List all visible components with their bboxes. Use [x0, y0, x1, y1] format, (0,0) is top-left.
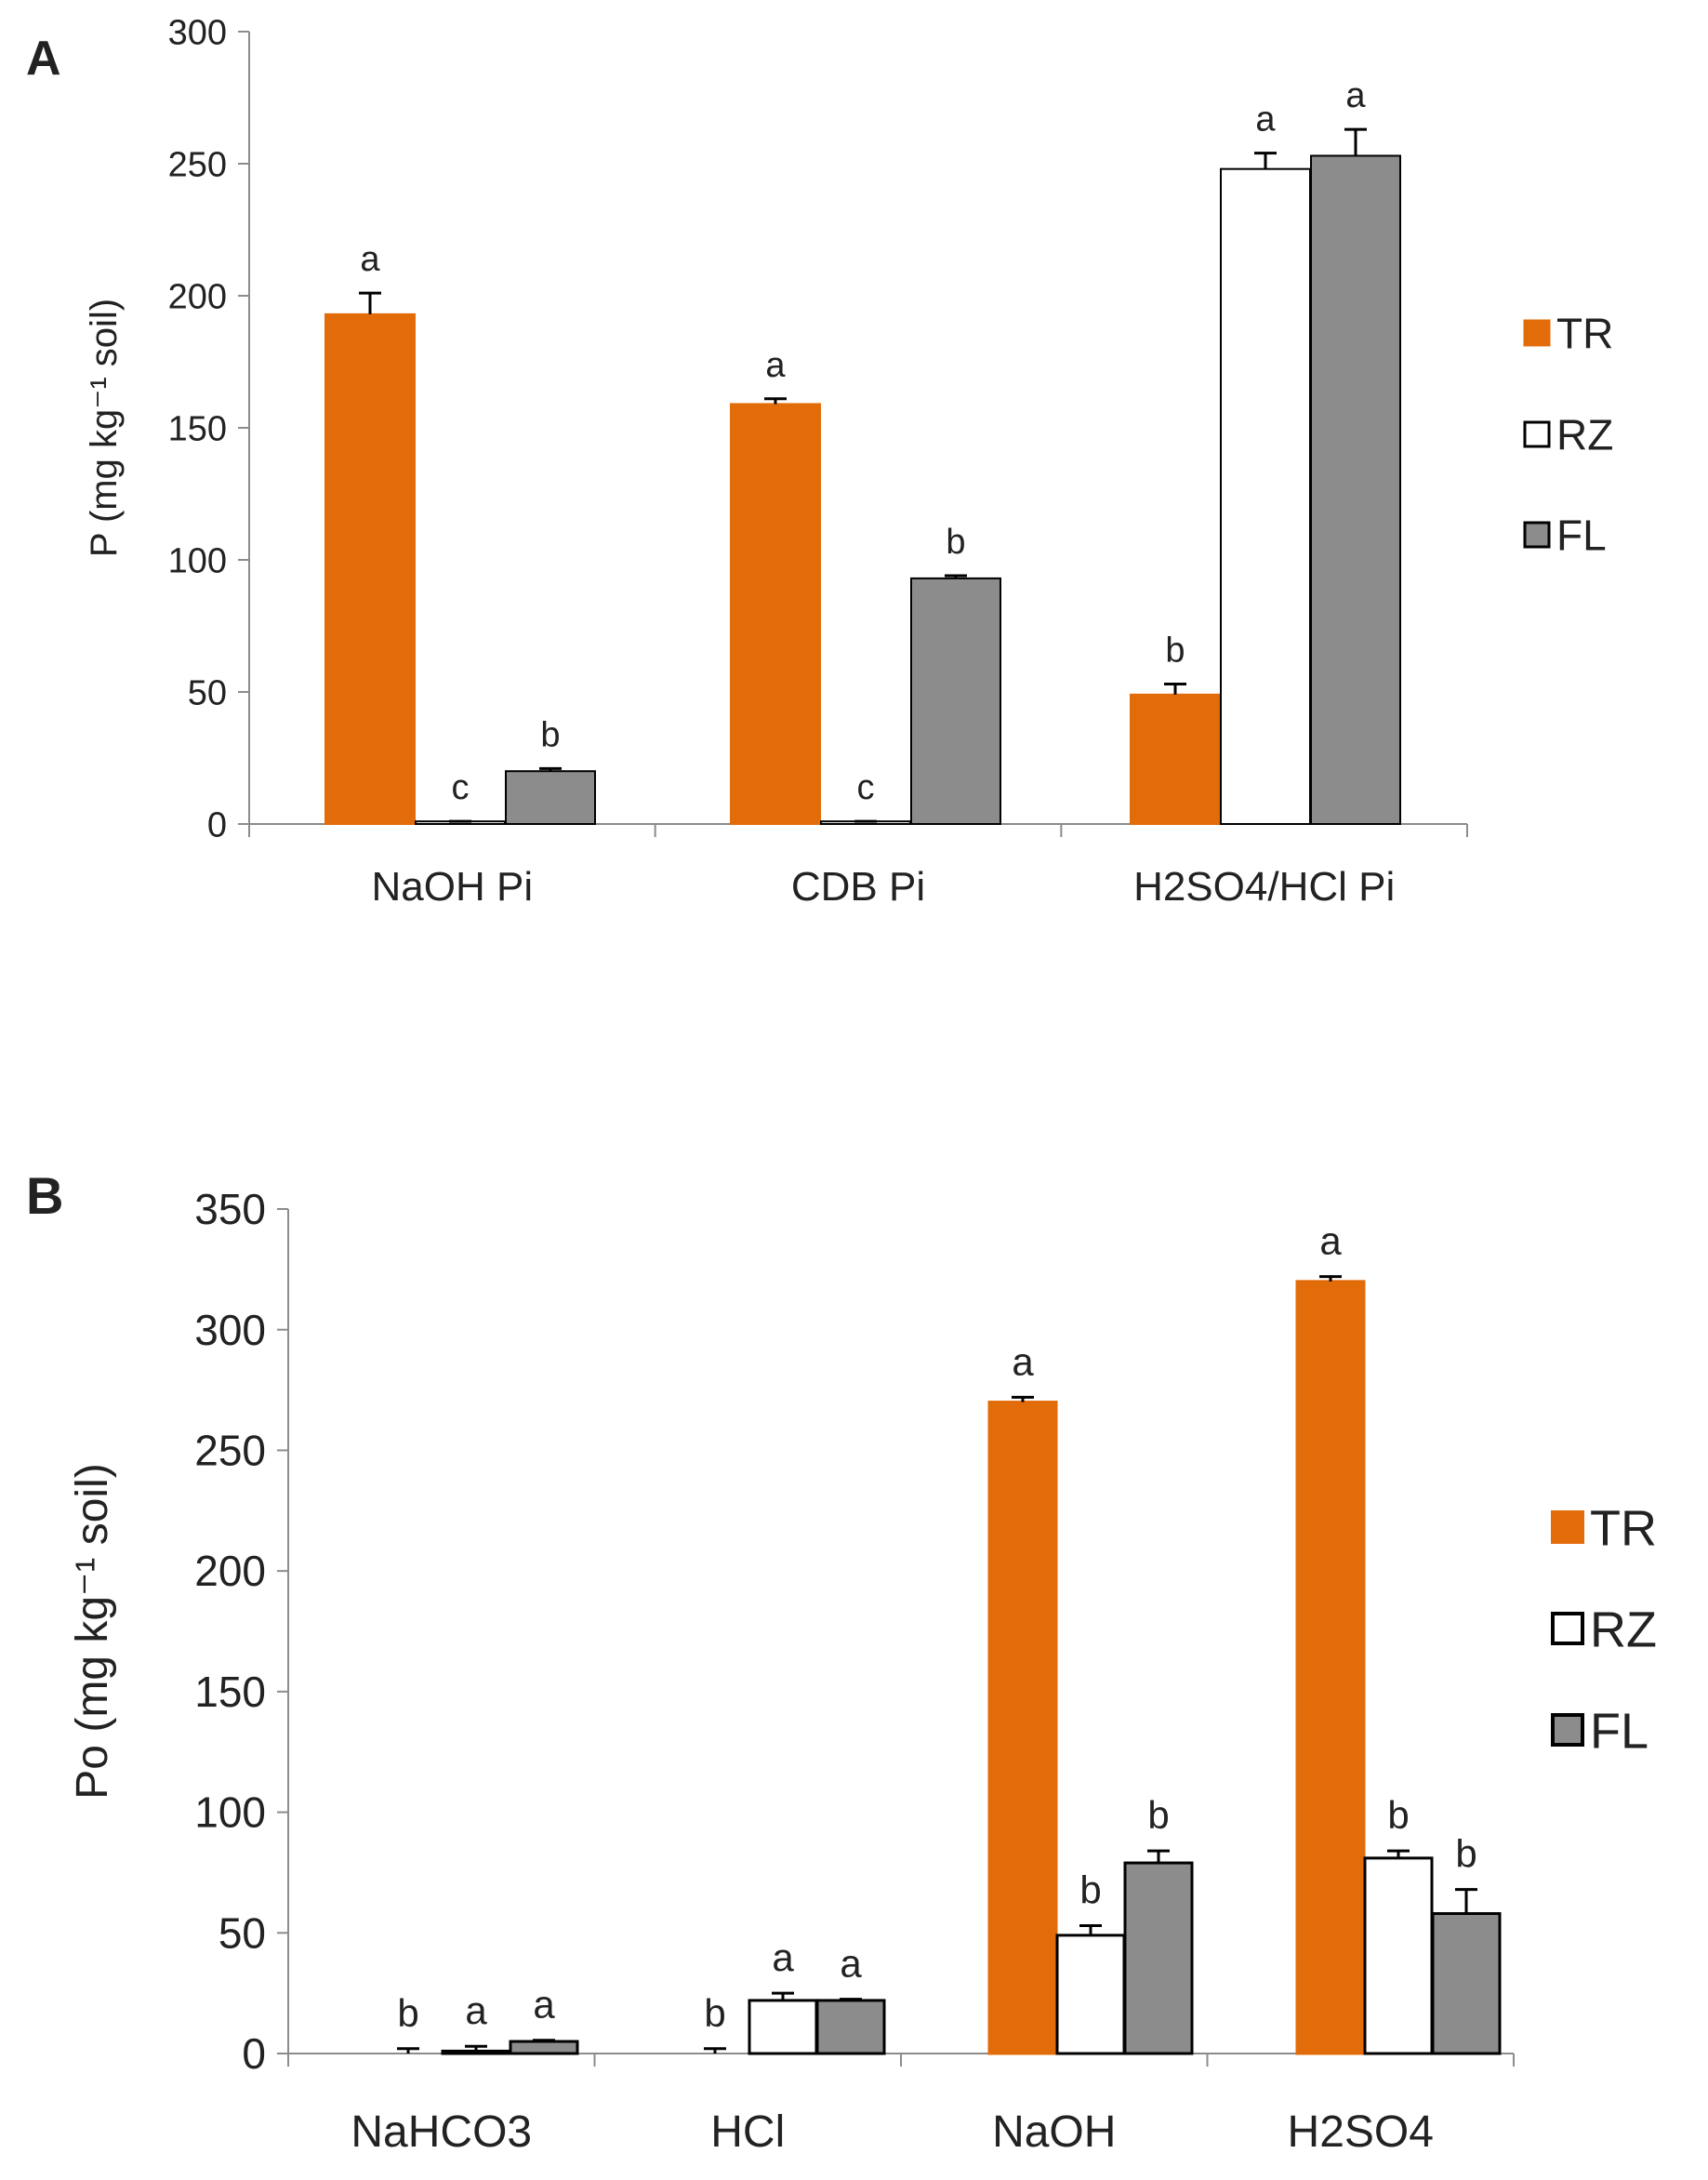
- panel-a-significance-letter: a: [765, 346, 786, 385]
- panel-b-x-tick-label: NaOH: [992, 2107, 1116, 2157]
- panel-b-y-tick-label: 150: [194, 1668, 266, 1716]
- panel-a-significance-letter: c: [857, 768, 875, 807]
- panel-a-bar-fl: [505, 770, 596, 826]
- panel-a-x-tick-label: H2SO4/HCl Pi: [1133, 864, 1395, 910]
- panel-a-legend-swatch-tr: [1523, 319, 1551, 347]
- panel-b-x-tick-label: HCl: [710, 2107, 785, 2157]
- panel-a-significance-letter: b: [946, 523, 965, 562]
- panel-a-legend-swatch-rz: [1523, 420, 1551, 448]
- panel-a-bar-tr: [324, 312, 416, 825]
- panel-b-significance-letter: b: [1147, 1793, 1169, 1837]
- panel-a-significance-letter: a: [1345, 76, 1366, 115]
- panel-b-bar-tr: [1295, 1280, 1366, 2055]
- panel-b-significance-letter: b: [1079, 1868, 1101, 1912]
- panel-b-y-tick-label: 200: [194, 1547, 266, 1595]
- panel-b-y-tick-label: 250: [194, 1427, 266, 1475]
- panel-b-y-tick-label: 350: [194, 1185, 266, 1233]
- panel-a-legend-swatch-fl: [1523, 521, 1551, 549]
- panel-b-y-tick-label: 0: [242, 2029, 266, 2078]
- panel-b-legend-label-fl: FL: [1590, 1703, 1648, 1759]
- panel-b-legend-swatch-rz: [1551, 1612, 1584, 1645]
- panel-a-legend-label-rz: RZ: [1556, 411, 1613, 459]
- panel-a-significance-letter: a: [360, 240, 380, 279]
- panel-a-y-axis-label: P (mg kg⁻¹ soil): [84, 299, 125, 557]
- panel-b-significance-letter: a: [1319, 1219, 1342, 1263]
- panel-a-bar-fl: [1310, 154, 1401, 826]
- panel-a-y-tick-label: 100: [168, 541, 227, 580]
- panel-a-y-tick-label: 300: [168, 13, 227, 52]
- panel-a-significance-letter: c: [452, 768, 470, 807]
- panel-b-bar-rz: [441, 2049, 511, 2055]
- panel-b-y-axis-label: Po (mg kg⁻¹ soil): [68, 1463, 117, 1799]
- panel-a-label: A: [26, 32, 61, 86]
- panel-b-significance-letter: a: [533, 1983, 555, 2027]
- panel-a-legend-label-tr: TR: [1556, 310, 1613, 358]
- panel-b-significance-letter: a: [465, 1988, 487, 2032]
- panel-a-bar-rz: [1220, 167, 1311, 825]
- panel-b-label: B: [26, 1166, 63, 1225]
- panel-a-significance-letter: b: [540, 715, 560, 754]
- panel-a-y-tick-label: 150: [168, 409, 227, 448]
- panel-a-y-tick-label: 0: [207, 805, 227, 844]
- panel-b-legend-swatch-fl: [1551, 1713, 1584, 1747]
- panel-a-x-tick-label: NaOH Pi: [372, 864, 534, 910]
- panel-b-significance-letter: b: [704, 1991, 725, 2035]
- panel-b-bar-fl: [815, 1999, 886, 2055]
- panel-a-bar-tr: [1130, 693, 1221, 826]
- panel-b-legend-label-tr: TR: [1590, 1500, 1657, 1556]
- panel-b-bar-fl: [1431, 1912, 1502, 2055]
- panel-a-bar-tr: [730, 403, 821, 825]
- panel-a-y-tick-label: 200: [168, 277, 227, 316]
- panel-a-y-tick-label: 50: [188, 673, 227, 712]
- panel-a-bar-fl: [910, 577, 1001, 825]
- panel-b-y-tick-label: 300: [194, 1306, 266, 1354]
- panel-b-significance-letter: a: [840, 1942, 862, 1986]
- panel-b-significance-letter: b: [397, 1991, 418, 2035]
- panel-b-bar-rz: [748, 1999, 818, 2055]
- panel-a-x-tick-label: CDB Pi: [791, 864, 925, 910]
- panel-b-legend-swatch-tr: [1551, 1510, 1584, 1544]
- panel-b-bar-fl: [1123, 1861, 1194, 2055]
- panel-a-y-tick-label: 250: [168, 145, 227, 184]
- panel-b-bar-fl: [509, 2040, 579, 2055]
- panel-b-significance-letter: a: [1012, 1339, 1034, 1383]
- panel-b-bar-rz: [1363, 1856, 1434, 2055]
- panel-b-y-tick-label: 50: [218, 1908, 266, 1957]
- panel-b-significance-letter: b: [1455, 1832, 1476, 1876]
- panel-b-significance-letter: b: [1387, 1793, 1409, 1837]
- panel-b-bar-rz: [1055, 1934, 1126, 2055]
- panel-a-significance-letter: a: [1255, 100, 1276, 140]
- panel-b-x-tick-label: NaHCO3: [351, 2107, 532, 2157]
- panel-a-legend-label-fl: FL: [1556, 512, 1607, 560]
- panel-b-bar-tr: [987, 1401, 1058, 2055]
- panel-b-legend-label-rz: RZ: [1590, 1602, 1657, 1657]
- panel-a-significance-letter: b: [1165, 631, 1185, 670]
- panel-b-y-tick-label: 100: [194, 1788, 266, 1837]
- panel-b-significance-letter: a: [772, 1935, 794, 1979]
- panel-b-x-tick-label: H2SO4: [1288, 2107, 1434, 2157]
